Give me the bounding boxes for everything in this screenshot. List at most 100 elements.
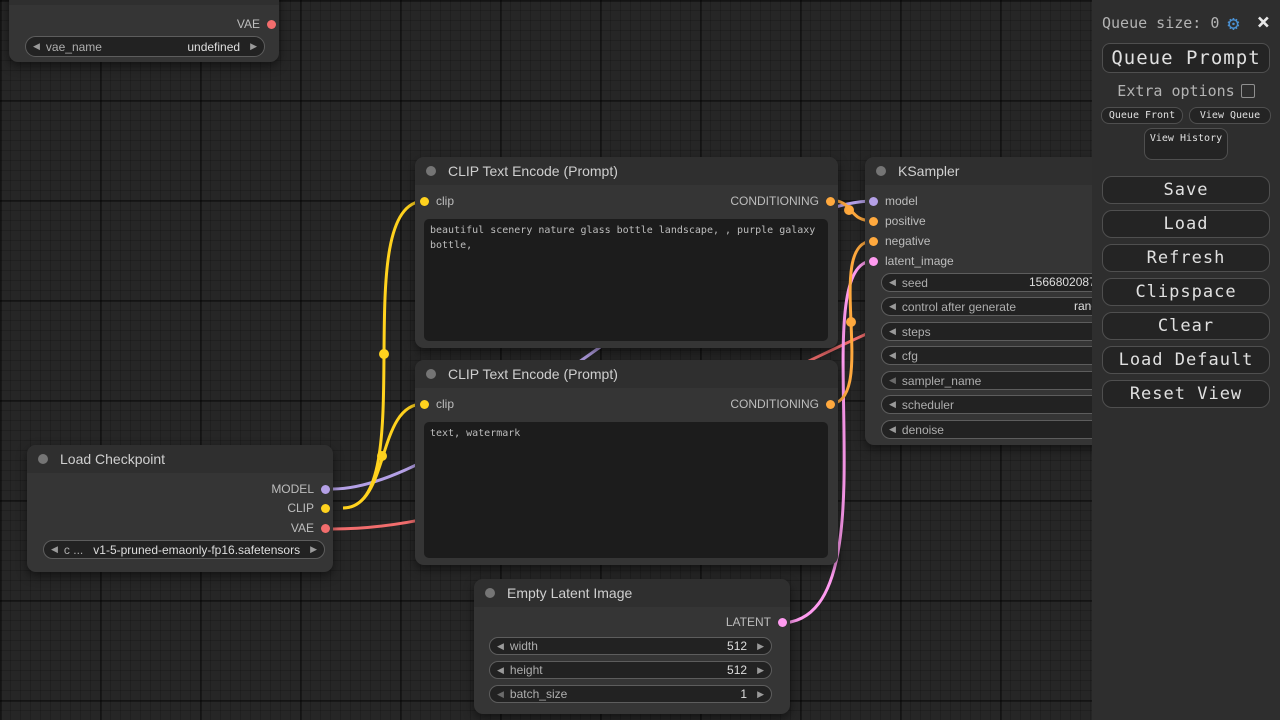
refresh-button[interactable]: Refresh: [1102, 244, 1270, 272]
decrement-arrow-icon[interactable]: [497, 666, 504, 675]
widget-label: vae_name: [45, 39, 102, 54]
conditioning-port-dot[interactable]: [826, 196, 835, 206]
load-default-button[interactable]: Load Default: [1102, 346, 1270, 374]
prompt-textarea[interactable]: beautiful scenery nature glass bottle la…: [424, 219, 828, 341]
node-titlebar[interactable]: Load Checkpoint: [27, 445, 333, 473]
widget-label: c ...: [63, 542, 84, 557]
output-port-vae: VAE: [237, 16, 279, 32]
widget-label: denoise: [901, 422, 944, 437]
decrement-arrow-icon[interactable]: [889, 278, 896, 287]
widget-vae-name[interactable]: vae_name undefined: [25, 36, 265, 57]
node-title: KSampler: [898, 163, 960, 179]
load-button[interactable]: Load: [1102, 210, 1270, 238]
widget-height[interactable]: height 512: [489, 661, 772, 679]
collapse-dot-icon[interactable]: [426, 369, 436, 379]
reset-view-button[interactable]: Reset View: [1102, 380, 1270, 408]
decrement-arrow-icon[interactable]: [889, 376, 896, 385]
output-port-conditioning: CONDITIONING: [730, 396, 838, 412]
widget-label: seed: [901, 275, 928, 290]
decrement-arrow-icon[interactable]: [889, 425, 896, 434]
decrement-arrow-icon[interactable]: [497, 642, 504, 651]
port-label: latent_image: [885, 254, 954, 268]
widget-label: batch_size: [509, 687, 568, 701]
output-port-clip: CLIP: [287, 500, 333, 516]
latent-port-dot[interactable]: [869, 256, 878, 266]
node-empty-latent-image[interactable]: Empty Latent Image LATENT width 512 heig…: [474, 579, 790, 714]
decrement-arrow-icon[interactable]: [889, 327, 896, 336]
widget-batch-size[interactable]: batch_size 1: [489, 685, 772, 703]
prompt-textarea[interactable]: text, watermark: [424, 422, 828, 558]
input-port-clip: clip: [415, 396, 454, 412]
conditioning-port-dot[interactable]: [869, 216, 878, 226]
port-label: CONDITIONING: [730, 194, 819, 208]
view-queue-button[interactable]: View Queue: [1189, 107, 1271, 124]
node-title: CLIP Text Encode (Prompt): [448, 163, 618, 179]
vae-port-dot[interactable]: [321, 523, 330, 533]
widget-width[interactable]: width 512: [489, 637, 772, 655]
close-icon[interactable]: ×: [1256, 10, 1270, 35]
port-label: MODEL: [271, 482, 314, 496]
model-port-dot[interactable]: [321, 484, 330, 494]
conditioning-port-dot[interactable]: [826, 399, 835, 409]
vae-port-dot[interactable]: [267, 19, 276, 29]
widget-label: width: [509, 639, 538, 653]
clear-button[interactable]: Clear: [1102, 312, 1270, 340]
queue-prompt-button[interactable]: Queue Prompt: [1102, 43, 1270, 73]
increment-arrow-icon[interactable]: [310, 545, 317, 554]
clip-port-dot[interactable]: [420, 196, 429, 206]
queue-front-button[interactable]: Queue Front: [1101, 107, 1183, 124]
node-titlebar[interactable]: CLIP Text Encode (Prompt): [415, 360, 838, 388]
widget-value[interactable]: 512: [727, 663, 748, 677]
clipspace-button[interactable]: Clipspace: [1102, 278, 1270, 306]
decrement-arrow-icon[interactable]: [51, 545, 58, 554]
increment-arrow-icon[interactable]: [757, 666, 764, 675]
extra-options-checkbox[interactable]: [1240, 84, 1255, 98]
input-port-latent-image: latent_image: [865, 253, 954, 269]
collapse-dot-icon[interactable]: [38, 454, 48, 464]
node-clip-text-encode-negative[interactable]: CLIP Text Encode (Prompt) clip CONDITION…: [415, 360, 838, 565]
collapse-dot-icon[interactable]: [485, 588, 495, 598]
widget-value[interactable]: 512: [727, 639, 748, 653]
port-label: negative: [885, 234, 931, 248]
node-titlebar[interactable]: Empty Latent Image: [474, 579, 790, 607]
port-label: positive: [885, 214, 926, 228]
increment-arrow-icon[interactable]: [757, 642, 764, 651]
save-button[interactable]: Save: [1102, 176, 1270, 204]
model-port-dot[interactable]: [869, 196, 878, 206]
clip-port-dot[interactable]: [321, 503, 330, 513]
gear-icon[interactable]: ⚙: [1227, 11, 1240, 35]
view-history-button[interactable]: View History: [1144, 128, 1228, 160]
widget-value[interactable]: v1-5-pruned-emaonly-fp16.safetensors: [93, 542, 301, 557]
node-titlebar[interactable]: [9, 0, 279, 5]
widget-label: height: [509, 663, 543, 677]
widget-ckpt-name[interactable]: c ... v1-5-pruned-emaonly-fp16.safetenso…: [43, 540, 325, 559]
widget-value[interactable]: 1: [740, 687, 748, 701]
node-vae-loader[interactable]: VAE vae_name undefined: [9, 0, 279, 62]
decrement-arrow-icon[interactable]: [889, 302, 896, 311]
node-title: Empty Latent Image: [507, 585, 633, 601]
widget-label: cfg: [901, 348, 918, 363]
collapse-dot-icon[interactable]: [876, 166, 886, 176]
latent-port-dot[interactable]: [778, 617, 787, 627]
widget-value[interactable]: 1566802087: [1029, 275, 1096, 289]
decrement-arrow-icon[interactable]: [33, 42, 40, 51]
collapse-dot-icon[interactable]: [426, 166, 436, 176]
decrement-arrow-icon[interactable]: [889, 400, 896, 409]
input-port-positive: positive: [865, 213, 926, 229]
node-clip-text-encode-positive[interactable]: CLIP Text Encode (Prompt) clip CONDITION…: [415, 157, 838, 348]
node-load-checkpoint[interactable]: Load Checkpoint MODEL CLIP VAE c ... v1-…: [27, 445, 333, 572]
increment-arrow-icon[interactable]: [250, 42, 257, 51]
decrement-arrow-icon[interactable]: [889, 351, 896, 360]
port-label: clip: [436, 397, 455, 411]
port-label: LATENT: [725, 615, 771, 629]
clip-port-dot[interactable]: [420, 399, 429, 409]
node-titlebar[interactable]: CLIP Text Encode (Prompt): [415, 157, 838, 185]
link-midpoint-dot: [377, 451, 387, 461]
conditioning-port-dot[interactable]: [869, 236, 878, 246]
increment-arrow-icon[interactable]: [757, 690, 764, 699]
link-clip-negative: [342, 402, 424, 510]
widget-value[interactable]: undefined: [187, 39, 241, 54]
decrement-arrow-icon[interactable]: [497, 690, 504, 699]
port-label: CLIP: [287, 501, 314, 515]
